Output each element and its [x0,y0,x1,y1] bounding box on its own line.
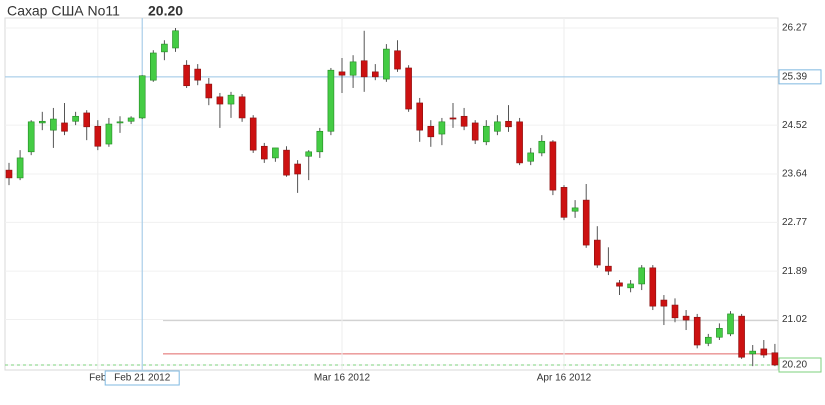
candle-body [371,71,379,78]
y-tick-label: 20.20 [782,360,807,371]
candle-body [27,121,35,153]
candle-body [660,299,668,307]
candle-body [83,112,90,128]
candle-body [272,147,279,159]
candle-body [571,207,579,212]
candle-body [260,145,268,160]
candle-body [50,118,57,131]
candle-body [183,64,190,87]
candle-body [216,96,224,105]
candle-body [316,130,324,153]
candle-body [449,117,457,120]
candle-body [5,169,13,179]
candle-body [105,123,113,145]
candle-body [605,265,612,272]
candle-body [116,121,124,124]
candle-body [161,43,168,53]
candle-body [616,282,623,287]
candle-body [138,75,146,119]
candle-body [549,141,557,191]
y-tick-label: 26.27 [782,23,807,34]
candle-body [460,115,468,127]
candle-body [582,199,590,246]
last-price: 20.20 [148,3,183,19]
candle-body [627,283,634,289]
candle-body [338,71,346,76]
candle-body [172,30,179,49]
candle-body [327,69,335,132]
y-tick-label: 23.64 [782,169,807,180]
candle-body [416,102,424,131]
candle-body [471,122,479,141]
candle-body [194,68,201,81]
candle-body [16,157,24,179]
candle-body [427,125,435,138]
candle-body [127,117,135,122]
candle-body [671,304,679,319]
candle-body [61,122,68,132]
candle-body [560,187,568,218]
candle-body [760,348,768,356]
candle-body [227,94,235,105]
candle-body [482,125,490,143]
y-tick-label: 21.89 [782,266,807,277]
candle-body [771,352,779,366]
candle-body [305,151,313,157]
candle-body [283,149,290,176]
y-tick-label: 25.39 [782,71,807,82]
candle-body [349,61,357,76]
candle-body [205,83,213,99]
y-tick-label: 22.77 [782,217,807,228]
y-tick-label: 21.02 [782,314,807,325]
candle-body [383,48,390,80]
candle-body [727,313,734,335]
candle-body [294,163,301,175]
y-tick-label: 24.52 [782,120,807,131]
chart-title: Сахар США No11 [7,3,120,19]
candle-body [38,120,46,124]
candle-body [749,350,757,355]
x-tick-box [104,370,180,386]
candle-body [649,267,657,307]
candle-body [438,121,446,135]
plot-frame [4,17,779,371]
x-tick-label: Feb 21 2012 [114,373,171,384]
candle-body [538,140,546,154]
candle-body [505,120,512,128]
candle-body [527,152,535,162]
candle-body [738,315,745,358]
candle-body [405,67,412,110]
x-tick-label: Mar 16 2012 [314,373,371,384]
candle-body [94,125,102,147]
x-tick-label: Feb [89,373,107,384]
candle-body [360,60,368,78]
candle-body [249,117,257,151]
candle-body [638,267,646,285]
candle-body [494,121,501,132]
y-tick-box [778,357,822,373]
candle-body [516,121,523,164]
candle-body [150,52,157,81]
candle-body [238,96,246,119]
y-tick-box [778,69,822,85]
candle-body [394,50,401,70]
candle-body [72,115,79,122]
candle-body [693,316,701,346]
candle-body [704,336,712,344]
candle-body [593,239,601,266]
x-tick-label: Apr 16 2012 [537,373,592,384]
candle-body [682,315,690,321]
candle-body [716,328,723,338]
